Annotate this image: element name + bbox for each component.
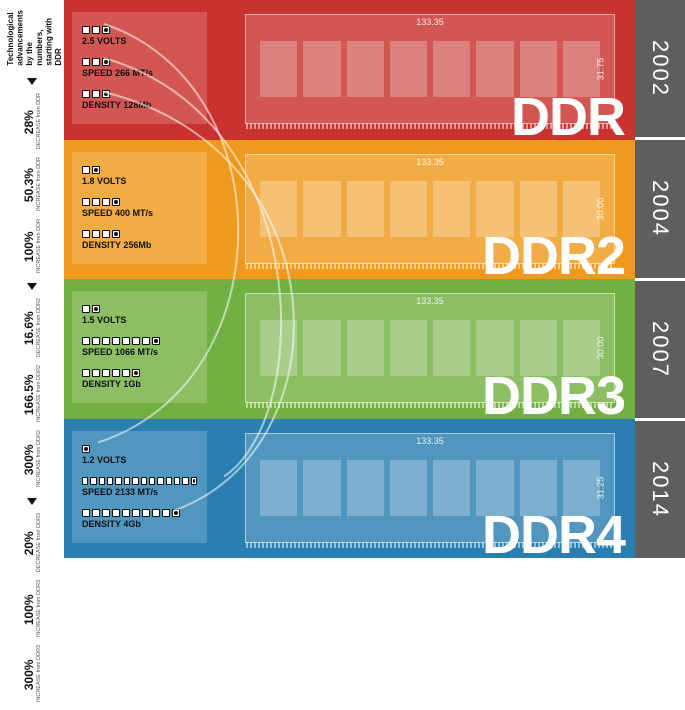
spec-box-ddr: 2.5 VOLTS SPEED 266 MT/s DENSITY 128Mb [72, 12, 207, 124]
stat-label: INCREASE from DDR3 [36, 645, 42, 702]
spec-density: DENSITY 4Gb [82, 509, 197, 529]
stat: 20%DECREASE from DDR3 [22, 513, 42, 574]
spec-box-ddr2: 1.8 VOLTS SPEED 400 MT/s DENSITY 256Mb [72, 152, 207, 264]
arrow-down-icon [27, 283, 37, 290]
spec-box-ddr3: 1.5 VOLTS SPEED 1066 MT/s DENSITY 1Gb [72, 291, 207, 403]
spec-speed-label: SPEED 2133 MT/s [82, 487, 197, 497]
spec-volts: 1.5 VOLTS [82, 305, 197, 325]
bands-container: 2.5 VOLTS SPEED 266 MT/s DENSITY 128Mb 133.… [64, 0, 635, 558]
band-title-ddr3: DDR3 [482, 365, 625, 419]
year-column: 2002 2004 2007 2014 [635, 0, 685, 558]
stat-label: INCREASE from DDR2 [36, 365, 42, 422]
spec-density-label: DENSITY 256Mb [82, 240, 197, 250]
spec-speed-bar [82, 58, 197, 66]
dim-width: 133.35 [416, 157, 444, 167]
stats-container: 28%DECREASE from DDR50.3%INCREASE from D… [0, 76, 64, 710]
left-stats-column: Technological advancements by the number… [0, 0, 64, 558]
stat-label: DECREASE from DDR [36, 93, 42, 149]
spec-speed-bar [82, 477, 197, 485]
stat-block-ddr2: 28%DECREASE from DDR 50.3%INCREASE from D… [0, 87, 64, 281]
spec-speed: SPEED 400 MT/s [82, 198, 197, 218]
year-label: 2002 [647, 40, 673, 97]
spec-box-ddr4: 1.2 VOLTS SPEED 2133 MT/s DENSITY 4Gb [72, 431, 207, 543]
year-label: 2004 [647, 180, 673, 237]
spec-density-label: DENSITY 4Gb [82, 519, 197, 529]
band-ddr4: 1.2 VOLTS SPEED 2133 MT/s DENSITY 4Gb 133.3… [64, 419, 635, 559]
stat-label: DECREASE from DDR3 [36, 513, 42, 572]
stat-pct: 300% [22, 430, 36, 489]
spec-volts-label: 1.5 VOLTS [82, 315, 197, 325]
arrow-down-icon [27, 498, 37, 505]
spec-speed-bar [82, 337, 197, 345]
spec-speed-label: SPEED 1066 MT/s [82, 347, 197, 357]
stat-label: DECREASE from DDR2 [36, 298, 42, 357]
stat-pct: 50.3% [22, 157, 36, 213]
spec-volts-label: 1.8 VOLTS [82, 176, 197, 186]
dim-width: 133.35 [416, 296, 444, 306]
spec-volts-bar [82, 445, 197, 453]
spec-volts: 1.2 VOLTS [82, 445, 197, 465]
spec-volts-bar [82, 305, 197, 313]
band-ddr: 2.5 VOLTS SPEED 266 MT/s DENSITY 128Mb 133.… [64, 0, 635, 140]
year-ddr3: 2007 [635, 278, 685, 418]
dim-width: 133.35 [416, 17, 444, 27]
spec-speed: SPEED 266 MT/s [82, 58, 197, 78]
spec-volts-bar [82, 166, 197, 174]
spec-volts-label: 1.2 VOLTS [82, 455, 197, 465]
spec-speed-label: SPEED 400 MT/s [82, 208, 197, 218]
intro-text: Technological advancements by the number… [0, 0, 64, 76]
spec-density: DENSITY 256Mb [82, 230, 197, 250]
stat: 300%INCREASE from DDR3 [22, 645, 42, 704]
spec-density-bar [82, 90, 197, 98]
spec-density-bar [82, 369, 197, 377]
spec-density-bar [82, 509, 197, 517]
stat: 100%INCREASE from DDR [22, 219, 42, 275]
dim-width: 133.35 [416, 436, 444, 446]
spec-volts: 1.8 VOLTS [82, 166, 197, 186]
stat-label: INCREASE from DDR3 [36, 580, 42, 637]
stat-pct: 100% [22, 580, 36, 639]
stat-pct: 166.5% [22, 365, 36, 424]
year-ddr: 2002 [635, 0, 685, 137]
stat: 16.6%DECREASE from DDR2 [22, 298, 42, 359]
band-ddr2: 1.8 VOLTS SPEED 400 MT/s DENSITY 256Mb 133.… [64, 140, 635, 280]
spec-volts-label: 2.5 VOLTS [82, 36, 197, 46]
stat-label: INCREASE from DDR2 [36, 430, 42, 487]
stat: 50.3%INCREASE from DDR [22, 157, 42, 213]
year-ddr4: 2014 [635, 418, 685, 558]
stat-pct: 28% [22, 93, 36, 151]
stat: 300%INCREASE from DDR2 [22, 430, 42, 489]
stat: 100%INCREASE from DDR3 [22, 580, 42, 639]
stat-pct: 300% [22, 645, 36, 704]
stat-label: INCREASE from DDR [36, 157, 42, 211]
stat-label: INCREASE from DDR [36, 219, 42, 273]
band-title-ddr4: DDR4 [482, 504, 625, 558]
stat-pct: 16.6% [22, 298, 36, 359]
spec-density-label: DENSITY 1Gb [82, 379, 197, 389]
spec-speed: SPEED 2133 MT/s [82, 477, 197, 497]
stat: 166.5%INCREASE from DDR2 [22, 365, 42, 424]
band-title-ddr2: DDR2 [482, 225, 625, 279]
year-ddr2: 2004 [635, 137, 685, 277]
stat-block-ddr3: 16.6%DECREASE from DDR2 166.5%INCREASE fr… [0, 292, 64, 496]
spec-speed-label: SPEED 266 MT/s [82, 68, 197, 78]
spec-volts-bar [82, 26, 197, 34]
spec-speed-bar [82, 198, 197, 206]
stat-pct: 20% [22, 513, 36, 574]
spec-density-bar [82, 230, 197, 238]
band-title-ddr: DDR [511, 86, 625, 140]
year-label: 2014 [647, 461, 673, 518]
stat-block-ddr4: 20%DECREASE from DDR3 100%INCREASE from D… [0, 507, 64, 710]
band-ddr3: 1.5 VOLTS SPEED 1066 MT/s DENSITY 1Gb 133.3… [64, 279, 635, 419]
stat: 28%DECREASE from DDR [22, 93, 42, 151]
spec-speed: SPEED 1066 MT/s [82, 337, 197, 357]
spec-volts: 2.5 VOLTS [82, 26, 197, 46]
spec-density: DENSITY 1Gb [82, 369, 197, 389]
arrow-down-icon [27, 78, 37, 85]
stat-pct: 100% [22, 219, 36, 275]
year-label: 2007 [647, 321, 673, 378]
spec-density: DENSITY 128Mb [82, 90, 197, 110]
spec-density-label: DENSITY 128Mb [82, 100, 197, 110]
